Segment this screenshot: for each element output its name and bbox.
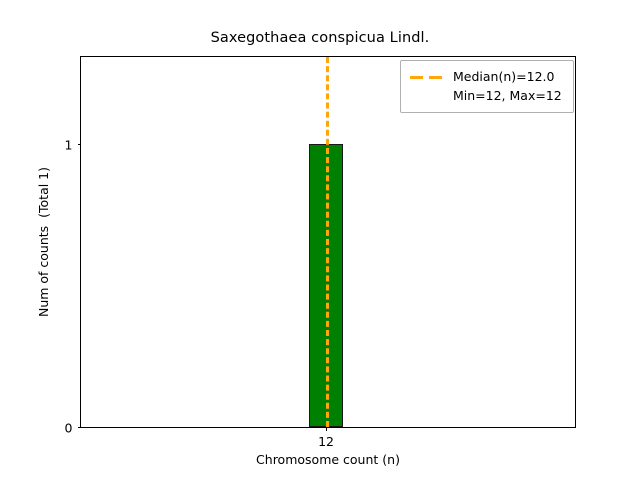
y-tick-mark-1: 1 [65,137,81,152]
y-tick-mark-0: 0 [65,421,81,436]
dashed-line-icon [409,71,445,83]
legend-label-median: Median(n)=12.0 [453,69,555,84]
legend-entry-median: Median(n)=12.0 [409,67,565,86]
x-tick-mark-12 [326,427,328,431]
legend-label-minmax: Min=12, Max=12 [453,88,562,103]
y-tick-label-0: 0 [64,420,73,436]
plot-area: 0 1 12 [65,56,576,449]
median-line [326,57,330,427]
legend-entry-minmax: Min=12, Max=12 [409,86,565,105]
y-axis-label: Num of counts (Total 1) [36,166,51,318]
bar-12[interactable] [309,143,343,427]
x-tick-label-12: 12 [318,434,334,449]
y-tick-label-1: 1 [64,137,73,153]
chart-title: Saxegothaea conspicua Lindl. [210,30,430,46]
x-axis-label: Chromosome count (n) [256,452,400,467]
chart-legend: Median(n)=12.0 Min=12, Max=12 [400,60,574,113]
